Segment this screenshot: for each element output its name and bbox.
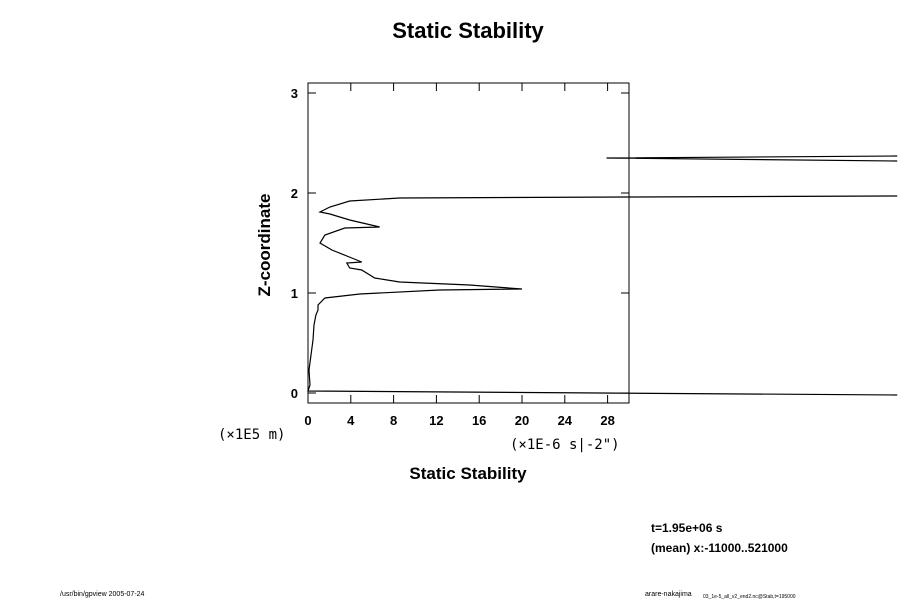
footer-left: /usr/bin/gpview 2005-07-24 [60, 591, 145, 598]
x-tick-label: 8 [390, 413, 397, 428]
annotation: t=1.95e+06 s [651, 521, 723, 535]
footer-right: arare-nakajima [645, 591, 692, 598]
x-tick-label: 4 [347, 413, 355, 428]
y-tick-label: 1 [291, 286, 298, 301]
plot-frame [307, 82, 630, 404]
chart-title: Static Stability [392, 18, 544, 43]
y-tick-label: 3 [291, 86, 298, 101]
y-units: (×1E5 m) [218, 427, 285, 443]
annotation: (mean) x:-11000..521000 [651, 541, 788, 555]
footer-right-sub: 03_1e-5_all_v2_end2.nc@Stab,t=195000 [703, 594, 796, 600]
y-tick-label: 2 [291, 186, 298, 201]
profile-line [307, 155, 898, 396]
x-tick-label: 28 [600, 413, 614, 428]
x-tick-label: 24 [558, 413, 573, 428]
x-tick-label: 20 [515, 413, 529, 428]
y-tick-label: 0 [291, 386, 298, 401]
x-tick-label: 0 [304, 413, 311, 428]
x-units: (×1E-6 s|-2") [510, 437, 620, 453]
x-axis-label: Static Stability [409, 464, 527, 483]
x-tick-label: 16 [472, 413, 486, 428]
x-tick-label: 12 [429, 413, 443, 428]
y-axis-label: Z-coordinate [255, 194, 274, 297]
